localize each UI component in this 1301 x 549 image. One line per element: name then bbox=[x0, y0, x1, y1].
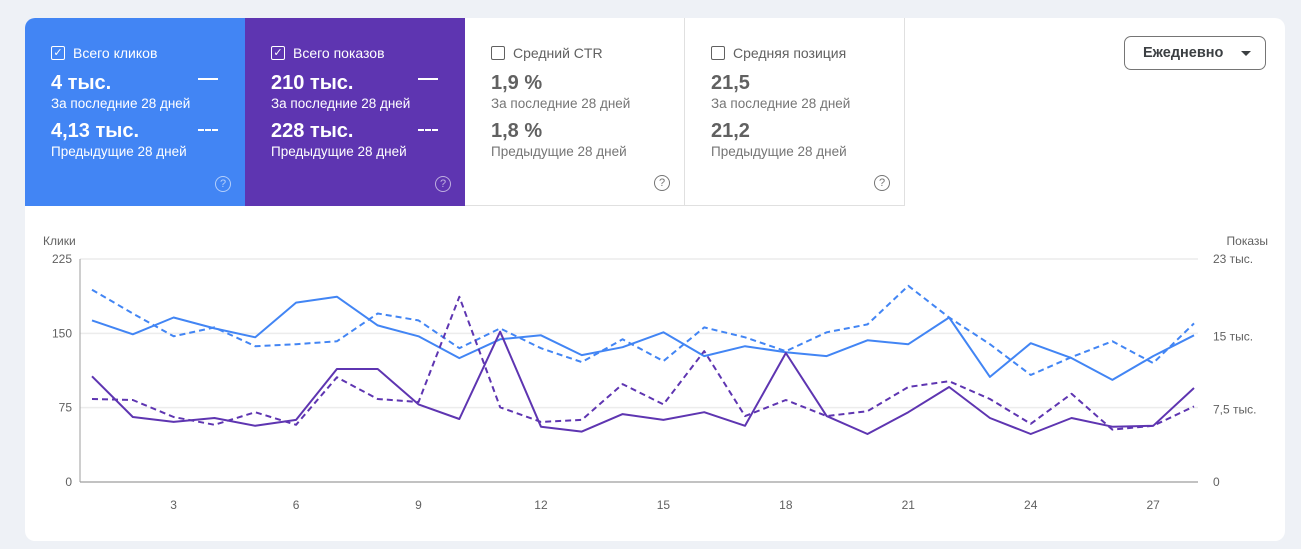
metric-previous-label: Предыдущие 28 дней bbox=[491, 144, 627, 159]
dashed-line-legend-icon bbox=[418, 129, 438, 131]
metric-card-impressions[interactable]: ✓ Всего показов 210 тыс. За последние 28 … bbox=[245, 18, 465, 206]
right-tick-label: 7,5 тыс. bbox=[1213, 402, 1256, 416]
metric-label: Средний CTR bbox=[513, 45, 603, 61]
impressions-current-line bbox=[91, 330, 1195, 435]
metric-previous-value: 4,13 тыс. bbox=[51, 120, 140, 142]
x-tick-label: 15 bbox=[657, 498, 671, 512]
granularity-selected: Ежедневно bbox=[1143, 45, 1224, 61]
help-icon[interactable]: ? bbox=[435, 176, 451, 192]
metric-card-position[interactable]: Средняя позиция 21,5 За последние 28 дне… bbox=[685, 18, 905, 206]
metric-label: Средняя позиция bbox=[733, 45, 847, 61]
metric-card-ctr[interactable]: Средний CTR 1,9 % За последние 28 дней 1… bbox=[465, 18, 685, 206]
x-tick-label: 21 bbox=[902, 498, 916, 512]
left-tick-label: 150 bbox=[52, 326, 72, 340]
metric-current-label: За последние 28 дней bbox=[271, 96, 411, 111]
metric-current-label: За последние 28 дней bbox=[51, 96, 191, 111]
right-tick-label: 23 тыс. bbox=[1213, 252, 1253, 266]
checkbox-unchecked-icon[interactable] bbox=[491, 46, 505, 60]
x-tick-label: 27 bbox=[1147, 498, 1161, 512]
metric-previous-value: 21,2 bbox=[711, 120, 750, 142]
metric-current-value: 210 тыс. bbox=[271, 72, 354, 94]
right-tick-label: 0 bbox=[1213, 475, 1220, 489]
granularity-dropdown[interactable]: Ежедневно bbox=[1124, 36, 1266, 70]
solid-line-legend-icon bbox=[418, 78, 438, 80]
metric-previous-label: Предыдущие 28 дней bbox=[51, 144, 187, 159]
performance-card: ✓ Всего кликов 4 тыс. За последние 28 дне… bbox=[25, 18, 1285, 541]
metric-label: Всего кликов bbox=[73, 45, 158, 61]
x-tick-label: 3 bbox=[170, 498, 177, 512]
help-icon[interactable]: ? bbox=[654, 175, 670, 191]
metric-previous-label: Предыдущие 28 дней bbox=[711, 144, 847, 159]
x-tick-label: 9 bbox=[415, 498, 422, 512]
metric-card-clicks[interactable]: ✓ Всего кликов 4 тыс. За последние 28 дне… bbox=[25, 18, 245, 206]
left-tick-label: 0 bbox=[65, 475, 72, 489]
impressions-previous-line bbox=[91, 295, 1195, 431]
metric-current-value: 1,9 % bbox=[491, 72, 543, 94]
x-tick-label: 6 bbox=[293, 498, 300, 512]
metric-current-value: 21,5 bbox=[711, 72, 750, 94]
caret-down-icon bbox=[1241, 51, 1251, 56]
solid-line-legend-icon bbox=[198, 78, 218, 80]
x-tick-label: 12 bbox=[534, 498, 548, 512]
help-icon[interactable]: ? bbox=[874, 175, 890, 191]
metric-current-value: 4 тыс. bbox=[51, 72, 112, 94]
clicks-current-line bbox=[91, 295, 1195, 381]
left-axis-title: Клики bbox=[43, 234, 76, 248]
checkbox-checked-icon[interactable]: ✓ bbox=[271, 46, 285, 60]
metric-previous-label: Предыдущие 28 дней bbox=[271, 144, 407, 159]
x-tick-label: 24 bbox=[1024, 498, 1038, 512]
clicks-previous-line bbox=[91, 284, 1195, 376]
checkbox-unchecked-icon[interactable] bbox=[711, 46, 725, 60]
right-axis-title: Показы bbox=[1227, 234, 1268, 248]
dashed-line-legend-icon bbox=[198, 129, 218, 131]
metric-current-label: За последние 28 дней bbox=[711, 96, 851, 111]
checkbox-checked-icon[interactable]: ✓ bbox=[51, 46, 65, 60]
metric-previous-value: 1,8 % bbox=[491, 120, 543, 142]
metric-label: Всего показов bbox=[293, 45, 385, 61]
left-tick-label: 75 bbox=[59, 401, 73, 415]
x-tick-label: 18 bbox=[779, 498, 793, 512]
metric-previous-value: 228 тыс. bbox=[271, 120, 354, 142]
metric-current-label: За последние 28 дней bbox=[491, 96, 631, 111]
help-icon[interactable]: ? bbox=[215, 176, 231, 192]
left-tick-label: 225 bbox=[52, 252, 72, 266]
right-tick-label: 15 тыс. bbox=[1213, 330, 1253, 344]
